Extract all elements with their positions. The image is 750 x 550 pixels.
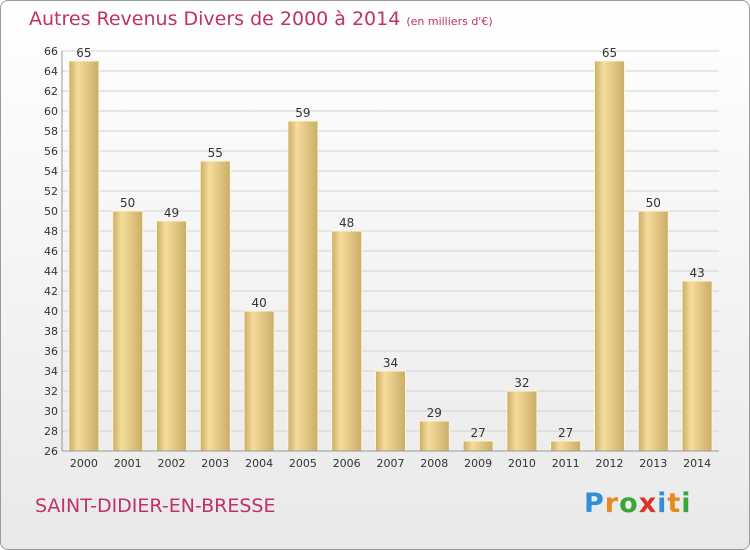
bar — [68, 60, 100, 452]
x-tick-label: 2002 — [158, 457, 186, 470]
y-tick-label: 36 — [44, 345, 58, 358]
bar-value-label: 43 — [689, 266, 704, 280]
bar-value-label: 50 — [120, 196, 135, 210]
y-tick-label: 40 — [44, 305, 58, 318]
x-tick-label: 2014 — [683, 457, 711, 470]
y-tick-label: 34 — [44, 365, 58, 378]
y-tick-label: 50 — [44, 205, 58, 218]
x-tick-label: 2005 — [289, 457, 317, 470]
bar — [112, 210, 144, 452]
bar-value-label: 50 — [646, 196, 661, 210]
bar-value-label: 59 — [295, 106, 310, 120]
bar-value-label: 27 — [470, 426, 485, 440]
logo-letter: o — [619, 488, 639, 519]
bar — [418, 420, 450, 452]
bar — [550, 440, 582, 452]
chart-title: Autres Revenus Divers de 2000 à 2014 — [29, 8, 401, 30]
x-tick-label: 2008 — [420, 457, 448, 470]
x-tick-label: 2006 — [333, 457, 361, 470]
y-tick-label: 66 — [44, 45, 58, 58]
commune-name: SAINT-DIDIER-EN-BRESSE — [35, 495, 276, 517]
logo-letter: i — [657, 488, 668, 519]
y-tick-label: 56 — [44, 145, 58, 158]
x-tick-label: 2012 — [596, 457, 624, 470]
logo-letter: i — [681, 488, 692, 519]
bar — [287, 120, 319, 452]
y-tick-label: 64 — [44, 65, 58, 78]
bar-value-label: 65 — [76, 46, 91, 60]
bar-value-label: 27 — [558, 426, 573, 440]
bar — [156, 220, 187, 452]
logo-letter: P — [584, 488, 605, 519]
bar — [462, 440, 494, 452]
x-tick-label: 2001 — [114, 457, 142, 470]
x-tick-label: 2011 — [552, 457, 580, 470]
title-line: Autres Revenus Divers de 2000 à 2014 (en … — [29, 8, 493, 30]
logo-letter: x — [638, 488, 658, 519]
y-tick-label: 42 — [44, 285, 58, 298]
y-tick-label: 58 — [44, 125, 58, 138]
x-tick-label: 2003 — [201, 457, 229, 470]
axis-layer: 26 28 30 32 34 36 38 40 42 44 46 48 50 52 54 56 58 60 62 64… — [44, 45, 719, 470]
chart-subtitle: (en milliers d'€) — [406, 15, 493, 28]
bar — [331, 230, 363, 452]
y-tick-label: 30 — [44, 405, 58, 418]
bar-value-label: 55 — [208, 146, 223, 160]
bar-value-label: 65 — [602, 46, 617, 60]
y-tick-label: 48 — [44, 225, 58, 238]
bar — [681, 280, 713, 452]
logo-letter: r — [604, 488, 620, 519]
bar — [243, 310, 275, 452]
y-tick-label: 26 — [44, 445, 58, 458]
x-tick-label: 2009 — [464, 457, 492, 470]
y-tick-label: 54 — [44, 165, 58, 178]
labels-layer: 65 50 49 55 40 59 48 34 29 27 32 27 65 50 43 — [76, 46, 704, 440]
y-tick-label: 52 — [44, 185, 58, 198]
x-tick-label: 2007 — [377, 457, 405, 470]
x-tick-label: 2010 — [508, 457, 536, 470]
bar-value-label: 29 — [427, 406, 442, 420]
y-tick-label: 44 — [44, 265, 58, 278]
y-tick-label: 62 — [44, 85, 58, 98]
bar-value-label: 48 — [339, 216, 354, 230]
bar-value-label: 34 — [383, 356, 398, 370]
x-tick-label: 2013 — [639, 457, 667, 470]
logo-letter: t — [667, 488, 682, 519]
x-tick-label: 2000 — [70, 457, 98, 470]
y-tick-label: 46 — [44, 245, 58, 258]
bar — [594, 60, 625, 452]
y-tick-label: 32 — [44, 385, 58, 398]
y-tick-label: 60 — [44, 105, 58, 118]
bar-value-label: 40 — [251, 296, 266, 310]
y-tick-label: 38 — [44, 325, 58, 338]
bar-value-label: 32 — [514, 376, 529, 390]
proxiti-logo: Proxiti — [584, 488, 692, 519]
bar — [199, 160, 231, 452]
x-tick-label: 2004 — [245, 457, 273, 470]
bar — [506, 390, 538, 452]
y-tick-label: 28 — [44, 425, 58, 438]
bar-value-label: 49 — [164, 206, 179, 220]
bar — [637, 210, 669, 452]
bar — [375, 370, 406, 452]
bars-layer — [68, 60, 713, 452]
